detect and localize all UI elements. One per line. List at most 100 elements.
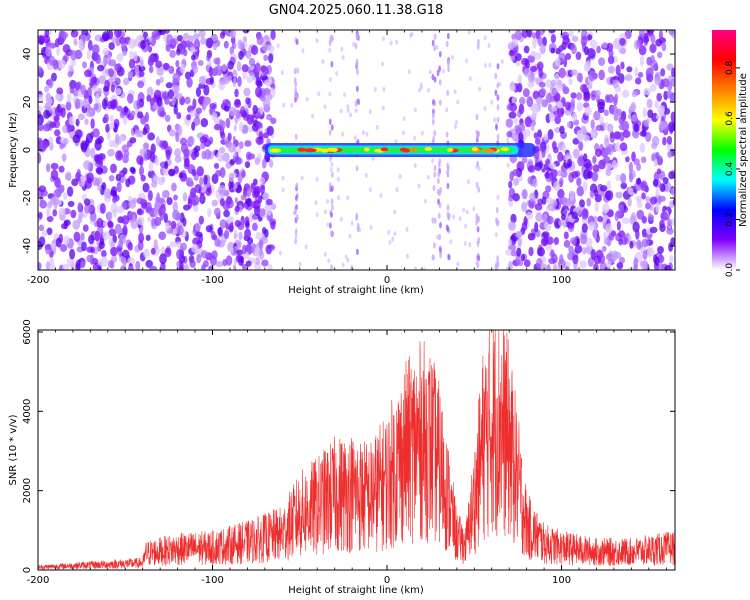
noise-blob — [525, 211, 534, 220]
noise-blob — [534, 162, 543, 172]
noise-blob — [109, 114, 115, 123]
noise-blob — [49, 121, 57, 128]
noise-blob — [129, 137, 137, 144]
noise-blob — [246, 114, 254, 125]
noise-blob — [535, 212, 543, 223]
noise-blob — [191, 168, 197, 177]
noise-blob — [236, 61, 242, 72]
streak-blob — [446, 32, 450, 40]
noise-blob — [108, 175, 115, 182]
noise-blob — [510, 85, 516, 92]
noise-blob — [508, 221, 516, 231]
noise-blob — [553, 180, 561, 192]
noise-blob — [42, 34, 51, 44]
noise-blob — [224, 229, 230, 239]
noise-blob — [172, 201, 179, 212]
noise-blob — [213, 123, 222, 131]
noise-blob — [602, 41, 608, 49]
noise-blob — [252, 104, 258, 114]
noise-blob — [244, 229, 251, 239]
noise-blob — [607, 123, 614, 133]
noise-blob — [539, 43, 546, 55]
sparse-blob — [493, 117, 497, 123]
noise-blob — [200, 117, 209, 128]
noise-blob — [606, 180, 612, 190]
noise-blob — [38, 105, 43, 112]
noise-blob — [247, 153, 256, 160]
noise-blob — [618, 73, 625, 84]
noise-blob — [43, 123, 51, 132]
noise-blob — [258, 239, 264, 250]
noise-blob — [236, 249, 244, 256]
noise-blob — [60, 107, 66, 118]
chart-title: GN04.2025.060.11.38.G18 — [269, 3, 444, 18]
noise-blob — [120, 265, 126, 270]
noise-blob — [262, 88, 271, 96]
noise-blob — [69, 84, 75, 94]
noise-blob — [616, 220, 621, 231]
streak-blob — [439, 186, 443, 194]
noise-blob — [44, 243, 52, 250]
sparse-blob — [456, 261, 460, 267]
noise-blob — [645, 202, 651, 210]
noise-blob — [192, 33, 200, 41]
noise-blob — [139, 59, 144, 68]
noise-blob — [195, 107, 203, 114]
streak-blob — [330, 60, 334, 68]
noise-blob — [642, 250, 648, 260]
noise-blob — [191, 121, 196, 131]
noise-blob — [209, 255, 217, 266]
noise-blob — [73, 231, 81, 243]
noise-blob — [596, 45, 601, 54]
noise-blob — [508, 180, 513, 189]
noise-blob — [193, 39, 201, 50]
noise-blob — [136, 155, 144, 165]
noise-blob — [151, 30, 160, 38]
sparse-blob — [298, 261, 302, 267]
sparse-blob — [315, 176, 319, 182]
noise-blob — [147, 45, 153, 53]
sparse-blob — [336, 167, 340, 173]
noise-blob — [626, 66, 633, 73]
noise-blob — [134, 129, 142, 137]
noise-blob — [523, 67, 532, 78]
noise-blob — [96, 217, 104, 228]
noise-blob — [79, 260, 86, 269]
noise-blob — [75, 118, 80, 127]
noise-blob — [579, 260, 587, 269]
sparse-blob — [389, 40, 393, 46]
noise-blob — [66, 258, 75, 267]
streak-blob — [294, 237, 298, 245]
noise-blob — [171, 96, 176, 106]
sparse-blob — [323, 209, 327, 215]
streak-blob — [438, 158, 442, 165]
noise-blob — [66, 186, 74, 197]
sparse-blob — [442, 68, 446, 74]
streak-blob — [294, 86, 298, 94]
sparse-blob — [458, 216, 462, 222]
noise-blob — [153, 239, 158, 251]
noise-blob — [656, 51, 663, 59]
noise-blob — [207, 59, 212, 67]
sparse-blob — [413, 107, 417, 113]
noise-blob — [71, 178, 79, 187]
noise-blob — [41, 230, 48, 237]
sparse-blob — [414, 266, 418, 270]
streak-blob — [445, 131, 449, 138]
noise-blob — [129, 50, 134, 61]
sparse-blob — [506, 162, 510, 168]
noise-blob — [66, 123, 71, 134]
noise-blob — [532, 90, 540, 100]
noise-blob — [646, 56, 652, 66]
noise-blob — [42, 140, 48, 151]
sparse-blob — [326, 198, 330, 204]
noise-blob — [524, 116, 533, 128]
noise-blob — [543, 133, 549, 141]
noise-blob — [90, 147, 96, 159]
streak-blob — [476, 133, 479, 140]
noise-blob — [50, 263, 56, 270]
noise-blob — [615, 210, 621, 218]
noise-blob — [520, 253, 526, 262]
streak-blob — [438, 50, 442, 58]
noise-blob — [190, 187, 197, 199]
